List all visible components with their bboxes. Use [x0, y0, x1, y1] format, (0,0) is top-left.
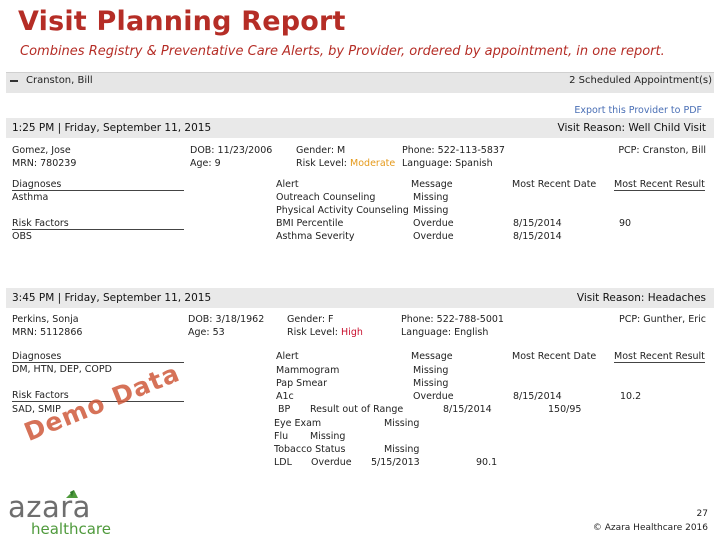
- diagnoses-header: Diagnoses: [12, 351, 184, 363]
- recent-date-header: Most Recent Date: [512, 179, 597, 190]
- risk-level-value: High: [341, 327, 363, 338]
- alert-header: Alert: [276, 179, 299, 190]
- alert-date: 8/15/2014: [443, 404, 492, 415]
- alert-message: Overdue: [413, 231, 454, 242]
- alert-date: 5/15/2013: [371, 457, 420, 468]
- alert-item: A1c: [276, 391, 294, 402]
- patient-name: Perkins, Sonja: [12, 314, 79, 325]
- alert-item: Flu: [274, 431, 289, 442]
- patient-dob: DOB: 11/23/2006: [190, 145, 273, 156]
- alert-item: Tobacco Status: [274, 444, 346, 455]
- recent-result-header: Most Recent Result: [614, 179, 705, 191]
- patient-language: Language: Spanish: [402, 158, 493, 169]
- visit-reason-value: Headaches: [647, 292, 706, 304]
- alert-item: Asthma Severity: [276, 231, 355, 242]
- patient-risk-level: Risk Level: Moderate: [296, 158, 395, 169]
- alert-result: 90: [619, 218, 632, 229]
- alert-message: Missing: [384, 444, 420, 455]
- alert-message: Missing: [413, 365, 449, 376]
- alert-item: Eye Exam: [274, 418, 322, 429]
- scheduled-appointments-count: 2 Scheduled Appointment(s): [569, 75, 712, 86]
- risk-factors-header: Risk Factors: [12, 218, 184, 230]
- alert-message: Overdue: [413, 218, 454, 229]
- patient-name: Gomez, Jose: [12, 145, 71, 156]
- alert-date: 8/15/2014: [513, 218, 562, 229]
- risk-level-label: Risk Level:: [296, 158, 347, 169]
- provider-name: Cranston, Bill: [26, 75, 93, 86]
- patient-age: Age: 53: [188, 327, 225, 338]
- alert-result: 10.2: [620, 391, 642, 402]
- provider-bar[interactable]: [6, 72, 714, 93]
- alert-message: Missing: [384, 418, 420, 429]
- alert-message: Overdue: [413, 391, 454, 402]
- alert-item: BMI Percentile: [276, 218, 344, 229]
- visit-reason-value: Well Child Visit: [628, 122, 706, 134]
- patient-pcp: PCP: Cranston, Bill: [618, 145, 706, 156]
- diagnoses-list: DM, HTN, DEP, COPD: [12, 364, 112, 375]
- visit-reason-label: Visit Reason:: [557, 122, 626, 134]
- alert-item: Pap Smear: [276, 378, 328, 389]
- risk-level-value: Moderate: [350, 158, 396, 169]
- alert-message: Overdue: [311, 457, 352, 468]
- export-provider-pdf-link[interactable]: Export this Provider to PDF: [574, 105, 702, 116]
- report-subtitle: Combines Registry & Preventative Care Al…: [20, 44, 665, 59]
- risk-factors-header: Risk Factors: [12, 390, 184, 402]
- patient-gender: Gender: F: [287, 314, 334, 325]
- logo-subtitle: healthcare: [31, 520, 111, 538]
- alert-result: 90.1: [476, 457, 498, 468]
- visit-header-bar: [6, 118, 714, 138]
- alert-result: 150/95: [548, 404, 582, 415]
- visit-time: 3:45 PM | Friday, September 11, 2015: [12, 292, 212, 304]
- alert-date: 8/15/2014: [513, 231, 562, 242]
- patient-language: Language: English: [401, 327, 489, 338]
- alert-message: Missing: [310, 431, 346, 442]
- patient-mrn: MRN: 5112866: [12, 327, 83, 338]
- risk-factors-list: SAD, SMIP: [12, 404, 61, 415]
- page-number: 27: [696, 509, 708, 519]
- alert-item: Mammogram: [276, 365, 340, 376]
- azara-healthcare-logo: azara healthcare: [8, 488, 148, 542]
- alert-item: Outreach Counseling: [276, 192, 376, 203]
- patient-phone: Phone: 522-788-5001: [401, 314, 504, 325]
- visit-time: 1:25 PM | Friday, September 11, 2015: [12, 122, 212, 134]
- patient-pcp: PCP: Gunther, Eric: [618, 314, 706, 325]
- recent-result-header: Most Recent Result: [614, 351, 705, 363]
- visit-reason: Visit Reason: Headaches: [577, 292, 706, 304]
- message-header: Message: [411, 351, 453, 362]
- report-title: Visit Planning Report: [18, 6, 346, 37]
- alert-item: BP: [278, 404, 291, 415]
- alert-message: Missing: [413, 378, 449, 389]
- logo-wordmark: azara: [8, 490, 91, 524]
- visit-reason-label: Visit Reason:: [576, 292, 645, 304]
- patient-age: Age: 9: [190, 158, 221, 169]
- patient-phone: Phone: 522-113-5837: [402, 145, 505, 156]
- alert-item: Physical Activity Counseling: [276, 205, 409, 216]
- alert-item: LDL: [274, 457, 292, 468]
- risk-factors-list: OBS: [12, 231, 32, 242]
- visit-header-bar: [6, 288, 714, 308]
- alert-message: Missing: [413, 192, 449, 203]
- patient-risk-level: Risk Level: High: [287, 327, 363, 338]
- recent-date-header: Most Recent Date: [512, 351, 597, 362]
- visit-reason: Visit Reason: Well Child Visit: [558, 122, 706, 134]
- collapse-icon[interactable]: [10, 80, 18, 82]
- risk-level-label: Risk Level:: [287, 327, 338, 338]
- patient-gender: Gender: M: [296, 145, 346, 156]
- alert-date: 8/15/2014: [513, 391, 562, 402]
- patient-mrn: MRN: 780239: [12, 158, 77, 169]
- diagnoses-header: Diagnoses: [12, 179, 184, 191]
- message-header: Message: [411, 179, 453, 190]
- patient-dob: DOB: 3/18/1962: [188, 314, 265, 325]
- alert-header: Alert: [276, 351, 299, 362]
- azara-logo-mark-icon: [66, 490, 78, 498]
- copyright-text: © Azara Healthcare 2016: [592, 523, 708, 533]
- alert-message: Result out of Range: [310, 404, 404, 415]
- diagnoses-list: Asthma: [12, 192, 49, 203]
- alert-message: Missing: [413, 205, 449, 216]
